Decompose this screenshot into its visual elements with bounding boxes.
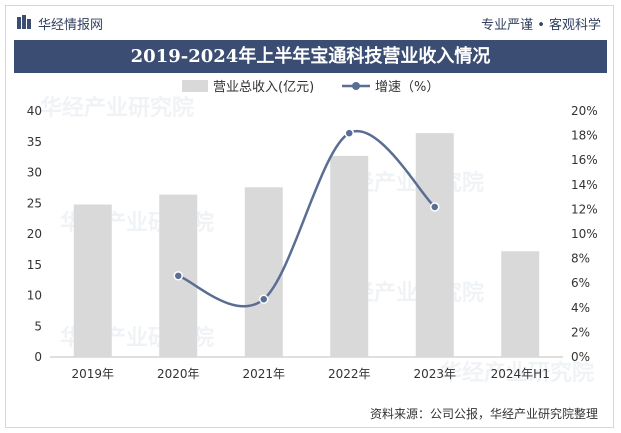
y-right-tick-label: 20%	[571, 104, 598, 118]
y-right-tick-label: 0%	[571, 350, 590, 364]
y-right-tick-label: 12%	[571, 202, 598, 216]
x-tick-label: 2024年H1	[491, 367, 550, 381]
growth-point	[259, 294, 269, 304]
y-left-tick-label: 5	[34, 319, 42, 333]
y-right-tick-label: 8%	[571, 252, 590, 266]
y-left-tick-label: 25	[27, 196, 42, 210]
growth-line-series	[173, 128, 440, 308]
bar	[73, 204, 112, 357]
y-right-tick-label: 2%	[571, 325, 590, 339]
x-tick-label: 2023年	[413, 367, 456, 381]
y-left-tick-label: 20	[27, 227, 42, 241]
legend-line-marker	[352, 82, 360, 90]
y-left-tick-label: 40	[27, 104, 42, 118]
brand-name: 华经情报网	[38, 18, 104, 33]
chart-title: 2019-2024年上半年宝通科技营业收入情况	[14, 40, 607, 73]
y-right-tick-label: 4%	[571, 301, 590, 315]
bar	[330, 155, 369, 357]
y-left-tick-label: 30	[27, 166, 42, 180]
y-right-tick-label: 6%	[571, 276, 590, 290]
brand-tagline: 专业严谨 • 客观科学	[481, 18, 601, 33]
legend-line-label: 增速（%）	[375, 80, 439, 95]
x-tick-label: 2022年	[328, 367, 371, 381]
y-right-tick-label: 14%	[571, 178, 598, 192]
legend-bar-label: 营业总收入(亿元)	[213, 80, 314, 95]
bar	[501, 251, 540, 357]
y-right-tick-label: 18%	[571, 129, 598, 143]
chart-axes: 0 5 10 15 20 25 30 35 40 0% 2% 4% 6% 8% 10% 12% 14% 16% 18…	[27, 104, 598, 381]
y-right-tick-label: 16%	[571, 153, 598, 167]
x-tick-label: 2021年	[242, 367, 285, 381]
bar	[415, 133, 454, 357]
y-left-tick-label: 0	[34, 350, 42, 364]
watermark: 华经产业研究院	[440, 360, 594, 386]
source-note: 资料来源：公司公报，华经产业研究院整理	[369, 407, 598, 421]
header: 华经情报网 专业严谨 • 客观科学	[6, 6, 615, 40]
y-left-tick-label: 35	[27, 135, 42, 149]
x-tick-label: 2020年	[157, 367, 200, 381]
growth-point	[430, 202, 440, 212]
y-right-tick-label: 10%	[571, 227, 598, 241]
chart-legend: 营业总收入(亿元) 增速（%）	[182, 80, 439, 95]
y-left-tick-label: 10	[27, 289, 42, 303]
watermark: 华经产业研究院	[40, 95, 194, 121]
growth-point	[344, 128, 354, 138]
y-left-tick-label: 15	[27, 258, 42, 272]
brand-logo-icon	[17, 15, 31, 29]
growth-point	[173, 271, 183, 281]
x-tick-label: 2019年	[71, 367, 114, 381]
bar	[244, 187, 283, 357]
growth-line	[177, 129, 436, 308]
bar-series	[73, 133, 540, 357]
legend-bar-swatch	[182, 80, 208, 92]
